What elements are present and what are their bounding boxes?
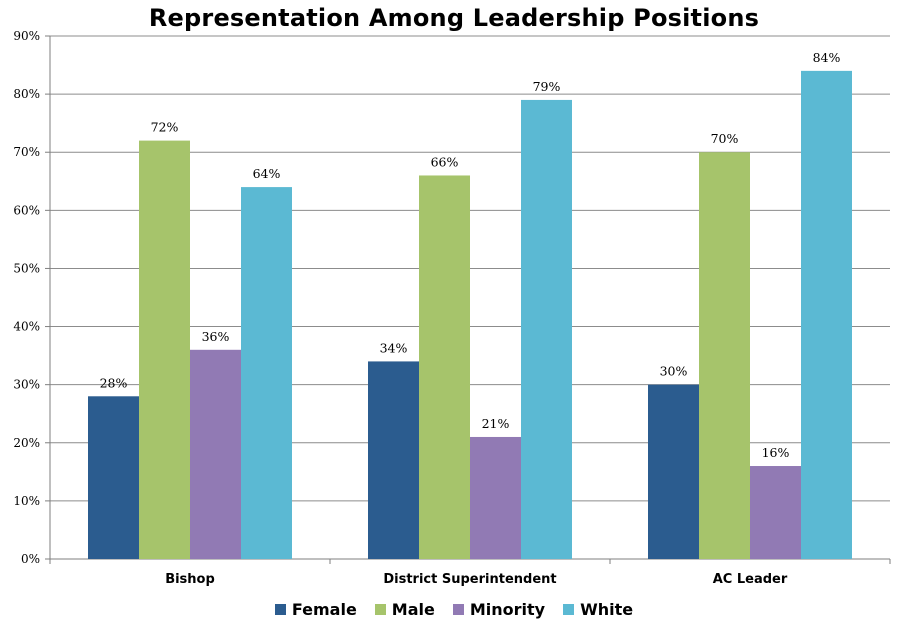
- data-label: 21%: [482, 416, 510, 431]
- y-tick-label: 90%: [13, 29, 40, 43]
- legend-swatch: [274, 604, 286, 615]
- data-label: 72%: [151, 120, 179, 135]
- bar-male: [419, 175, 470, 559]
- legend-label: White: [580, 600, 634, 619]
- y-tick-label: 60%: [13, 203, 40, 217]
- bar-female: [648, 384, 699, 559]
- legend-label: Male: [391, 600, 435, 619]
- data-label: 36%: [202, 329, 230, 344]
- bar-female: [368, 361, 419, 559]
- legend: Female Male Minority White: [0, 600, 908, 619]
- legend-item-female: Female: [274, 600, 357, 619]
- x-tick-label: AC Leader: [713, 572, 788, 587]
- legend-item-minority: Minority: [452, 600, 546, 619]
- y-tick-label: 10%: [13, 494, 40, 508]
- bar-male: [139, 140, 190, 559]
- data-label: 28%: [100, 375, 128, 390]
- legend-swatch: [452, 604, 464, 615]
- bar-minority: [470, 436, 521, 559]
- legend-item-white: White: [563, 600, 633, 619]
- y-tick-label: 50%: [13, 261, 40, 275]
- y-tick-label: 30%: [13, 378, 40, 392]
- bar-white: [521, 99, 572, 559]
- legend-swatch: [374, 604, 386, 615]
- bar-minority: [190, 349, 241, 559]
- data-label: 16%: [762, 445, 790, 460]
- bar-male: [699, 152, 750, 559]
- bar-female: [88, 396, 139, 559]
- data-label: 34%: [380, 340, 408, 355]
- bar-minority: [750, 466, 801, 559]
- bar-white: [241, 187, 292, 560]
- y-tick-label: 20%: [13, 436, 40, 450]
- bar-white: [801, 70, 852, 559]
- chart-title: Representation Among Leadership Position…: [148, 4, 760, 32]
- legend-swatch: [563, 604, 575, 615]
- y-tick-label: 0%: [21, 552, 40, 566]
- y-tick-label: 70%: [13, 145, 40, 159]
- data-label: 70%: [711, 131, 739, 146]
- data-label: 79%: [533, 79, 561, 94]
- x-tick-label: District Superintendent: [383, 572, 556, 587]
- data-label: 64%: [253, 166, 281, 181]
- data-label: 30%: [660, 364, 688, 379]
- legend-label: Minority: [469, 600, 546, 619]
- y-tick-label: 80%: [13, 87, 40, 101]
- x-tick-label: Bishop: [165, 572, 215, 587]
- data-label: 66%: [431, 154, 459, 169]
- data-label: 84%: [813, 50, 841, 65]
- y-tick-label: 40%: [13, 320, 40, 334]
- legend-item-male: Male: [374, 600, 435, 619]
- legend-label: Female: [291, 600, 357, 619]
